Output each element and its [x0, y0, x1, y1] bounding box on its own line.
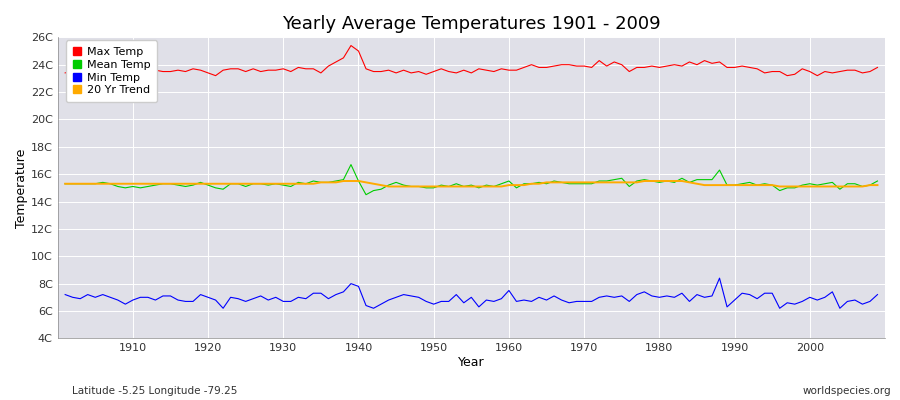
Text: Latitude -5.25 Longitude -79.25: Latitude -5.25 Longitude -79.25 — [72, 386, 238, 396]
Title: Yearly Average Temperatures 1901 - 2009: Yearly Average Temperatures 1901 - 2009 — [282, 15, 661, 33]
X-axis label: Year: Year — [458, 356, 484, 369]
Y-axis label: Temperature: Temperature — [15, 148, 28, 228]
Text: worldspecies.org: worldspecies.org — [803, 386, 891, 396]
Legend: Max Temp, Mean Temp, Min Temp, 20 Yr Trend: Max Temp, Mean Temp, Min Temp, 20 Yr Tre… — [66, 40, 158, 102]
